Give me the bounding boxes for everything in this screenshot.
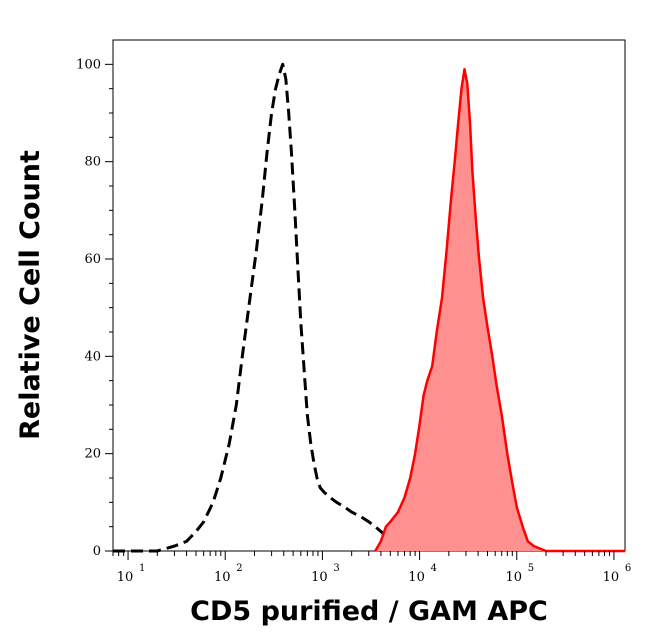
y-tick-label: 60 <box>84 252 101 267</box>
x-tick-exponent: 2 <box>236 563 242 574</box>
y-axis-title: Relative Cell Count <box>15 150 46 440</box>
y-tick-label: 40 <box>84 349 101 364</box>
x-tick-label: 10 <box>505 570 522 585</box>
y-tick-label: 100 <box>76 57 101 72</box>
x-tick-exponent: 3 <box>333 563 339 574</box>
series-layer <box>113 62 625 553</box>
x-tick-exponent: 4 <box>431 563 437 574</box>
control-series-line <box>113 62 387 553</box>
x-axis-title: CD5 purified / GAM APC <box>190 596 548 627</box>
x-tick-label: 10 <box>214 570 231 585</box>
x-tick-label: 10 <box>603 570 620 585</box>
y-tick-label: 0 <box>93 544 101 559</box>
x-tick-exponent: 5 <box>528 563 534 574</box>
x-tick-exponent: 1 <box>139 563 145 574</box>
x-tick-exponent: 6 <box>625 563 631 574</box>
x-tick-label: 10 <box>311 570 328 585</box>
stained-series-area <box>375 69 625 551</box>
y-tick-label: 20 <box>84 447 101 462</box>
plot-frame <box>112 39 626 552</box>
x-tick-label: 10 <box>408 570 425 585</box>
stained-series-line <box>374 67 625 553</box>
axis-layer: 0 20 40 60 80 100 10 1 10 2 10 3 10 4 10 5 10 6 <box>76 57 631 585</box>
x-tick-label: 10 <box>117 570 134 585</box>
y-tick-label: 80 <box>84 155 101 170</box>
